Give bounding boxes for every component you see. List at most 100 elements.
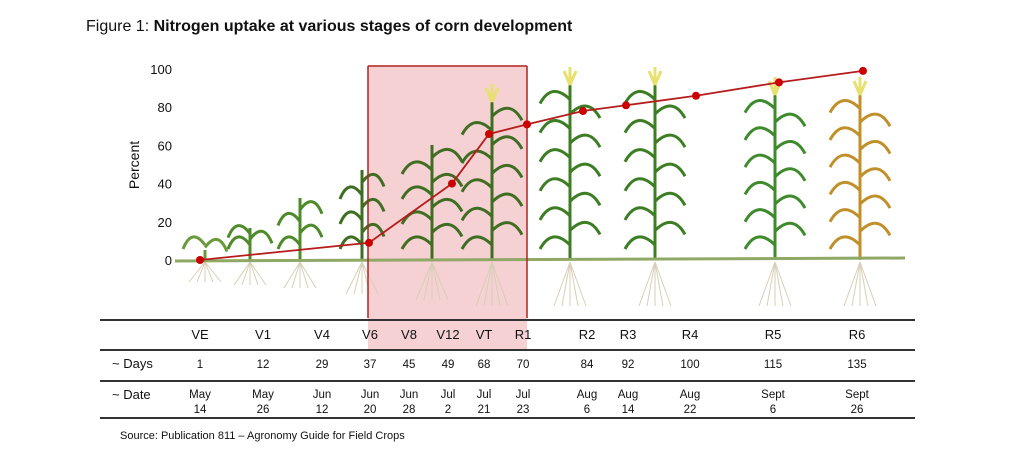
plant-leaf (743, 126, 777, 141)
plant-leaf (743, 208, 777, 223)
plant-root (196, 261, 206, 283)
plant-leaf (276, 235, 302, 250)
days-cell: 45 (403, 359, 416, 371)
date-day-cell: 14 (622, 404, 635, 416)
plant-tassel (852, 77, 868, 96)
plant-leaf (226, 224, 252, 239)
plant-leaf (538, 177, 572, 192)
plant-leaf (226, 235, 252, 250)
plant-leaf (653, 133, 687, 148)
corn-plant (226, 224, 274, 286)
plant-leaf (828, 126, 862, 141)
plant-leaf (743, 99, 777, 114)
plant-root (561, 261, 571, 307)
date-day-cell: 22 (684, 404, 697, 416)
plant-root (431, 261, 441, 301)
plant-leaf (430, 173, 464, 188)
data-point (196, 256, 204, 264)
days-cell: 37 (364, 359, 377, 371)
plant-root (774, 261, 792, 307)
plant-root (291, 261, 301, 289)
plant-leaf (623, 148, 657, 163)
plant-leaf (623, 235, 657, 250)
plant-leaf (828, 235, 862, 250)
stage-label: V4 (314, 327, 330, 342)
plant-leaf (430, 148, 464, 163)
corn-plant (276, 198, 324, 289)
plant-leaf (203, 238, 229, 253)
date-day-cell: 28 (403, 404, 416, 416)
plant-leaf (460, 178, 494, 193)
plant-leaf (623, 206, 657, 221)
date-day-cell: 21 (478, 404, 491, 416)
plant-root (353, 261, 363, 295)
stage-label: R5 (765, 327, 782, 342)
plant-root (188, 261, 206, 283)
date-month-cell: Jun (400, 389, 419, 401)
plant-leaf (623, 177, 657, 192)
data-point (485, 129, 493, 138)
date-row-label: ~ Date (112, 387, 151, 402)
stage-label: R2 (579, 327, 596, 342)
date-month-cell: Sept (845, 389, 869, 401)
stage-label: V12 (436, 327, 459, 342)
plant-leaf (623, 119, 657, 134)
plant-root (491, 261, 501, 307)
plant-root (299, 261, 317, 289)
source-note: Source: Publication 811 – Agronomy Guide… (120, 430, 405, 442)
plant-root (423, 261, 433, 301)
plant-leaf (460, 206, 494, 222)
plant-root (345, 261, 363, 295)
days-cell: 70 (517, 359, 530, 371)
series-line (199, 70, 864, 261)
plant-leaf (338, 185, 364, 200)
plant-leaf (490, 164, 524, 179)
y-tick-label: 100 (150, 62, 172, 77)
plant-leaf (773, 221, 807, 237)
plant-tassel (562, 67, 578, 86)
plant-root (233, 261, 251, 286)
plant-root (475, 261, 493, 307)
days-cell: 29 (316, 359, 329, 371)
stage-label: R6 (849, 327, 866, 342)
date-month-cell: Jul (477, 389, 492, 401)
plant-leaf (490, 106, 524, 122)
plant-leaf (858, 194, 892, 209)
plant-leaf (773, 112, 807, 128)
y-axis-label: Percent (126, 141, 142, 189)
plant-root (569, 261, 579, 307)
y-tick-label: 20 (158, 215, 172, 230)
date-day-cell: 26 (257, 404, 270, 416)
plant-root (851, 261, 861, 307)
plant-root (843, 261, 861, 307)
plant-leaf (773, 194, 807, 209)
plant-leaf (858, 221, 892, 237)
plant-root (283, 261, 301, 289)
y-tick-label: 40 (158, 177, 172, 192)
plant-leaf (360, 173, 386, 188)
stage-label: VT (476, 327, 493, 342)
date-day-cell: 6 (770, 404, 776, 416)
stage-label: R4 (682, 327, 699, 342)
plant-leaf (568, 191, 602, 207)
plant-leaf (248, 229, 274, 244)
plant-root (361, 261, 379, 295)
date-day-cell: 26 (851, 404, 864, 416)
plant-root (654, 261, 664, 307)
plant-leaf (360, 198, 386, 213)
corn-plants (181, 67, 892, 307)
plant-root (654, 261, 672, 307)
plant-leaf (460, 235, 494, 250)
y-tick-label: 80 (158, 100, 172, 115)
plant-leaf (181, 235, 207, 250)
plant-root (569, 261, 587, 307)
plant-leaf (858, 167, 892, 182)
plant-root (483, 261, 493, 307)
plant-root (766, 261, 776, 307)
date-day-cell: 23 (517, 404, 530, 416)
date-month-cell: Jul (516, 389, 531, 401)
corn-plant (460, 84, 524, 307)
plant-leaf (490, 192, 524, 207)
days-cell: 68 (478, 359, 491, 371)
days-cell: 92 (622, 359, 635, 371)
